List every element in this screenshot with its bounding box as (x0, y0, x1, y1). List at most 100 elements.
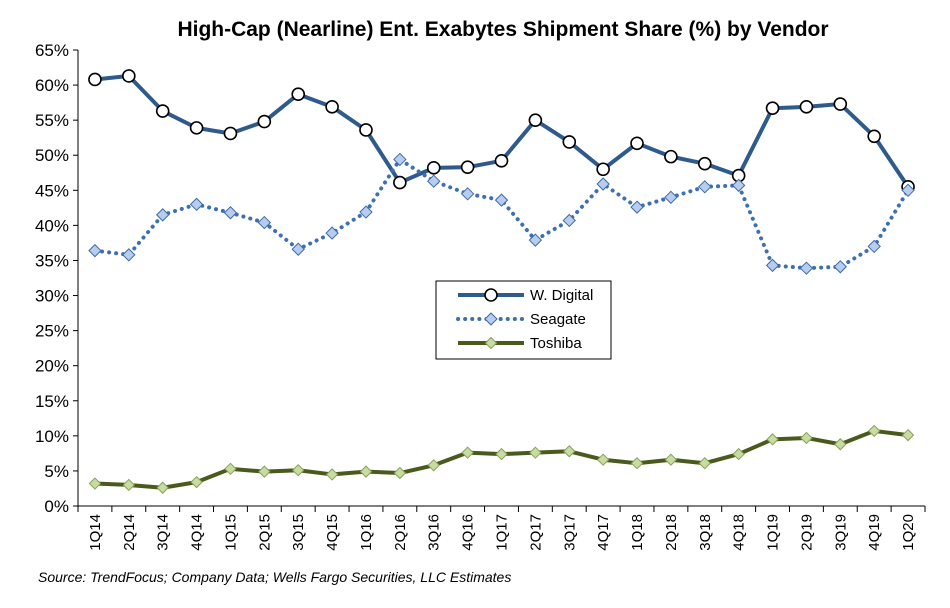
legend: W. Digital Seagate Toshiba (435, 280, 612, 360)
y-tick-label: 60% (35, 76, 69, 95)
x-tick-label: 2Q19 (798, 514, 815, 551)
data-point-toshiba (698, 456, 711, 470)
data-point-seagate (494, 193, 509, 207)
data-point-toshiba (596, 453, 610, 466)
x-tick-label: 4Q18 (731, 514, 748, 551)
x-tick-label: 1Q16 (358, 514, 375, 551)
data-point-toshiba (88, 477, 102, 490)
data-point-toshiba (427, 459, 440, 472)
data-point-toshiba (867, 424, 881, 438)
data-point-toshiba (800, 431, 813, 445)
data-point-seagate (88, 243, 102, 258)
x-tick-label: 1Q15 (222, 514, 239, 551)
data-point-seagate (765, 258, 780, 273)
y-tick-label: 5% (44, 462, 69, 481)
data-point-seagate (291, 242, 305, 256)
data-point-seagate (698, 180, 712, 194)
data-point-w-digital (88, 72, 102, 87)
data-point-toshiba (190, 475, 203, 489)
y-tick-label: 20% (35, 357, 69, 376)
x-tick-label: 1Q17 (494, 514, 511, 551)
data-point-toshiba (461, 446, 474, 459)
x-tick-label: 1Q19 (765, 514, 782, 551)
x-tick-label: 4Q14 (189, 514, 206, 551)
data-point-w-digital (122, 69, 136, 83)
data-point-w-digital (393, 175, 407, 190)
series-w-digital (88, 69, 915, 194)
series-toshiba (88, 424, 915, 494)
data-point-w-digital (494, 154, 509, 168)
data-point-toshiba (732, 447, 745, 461)
data-point-toshiba (359, 465, 373, 478)
data-point-toshiba (156, 481, 169, 494)
data-point-toshiba (529, 446, 542, 459)
data-point-w-digital (697, 156, 712, 171)
data-point-seagate (731, 178, 746, 193)
y-tick-label: 15% (35, 392, 69, 411)
data-point-toshiba (563, 445, 576, 458)
data-point-w-digital (867, 129, 881, 144)
data-point-toshiba (325, 468, 339, 481)
legend-marker-seagate (484, 312, 498, 326)
chart-title: High-Cap (Nearline) Ent. Exabytes Shipme… (177, 18, 828, 41)
data-point-seagate (528, 233, 543, 247)
data-point-seagate (562, 213, 576, 228)
x-tick-label: 1Q14 (87, 514, 104, 551)
x-tick-label: 4Q19 (866, 514, 883, 551)
data-point-seagate (596, 177, 610, 191)
data-point-toshiba (664, 453, 678, 466)
data-point-w-digital (528, 113, 543, 127)
source-note: Source: TrendFocus; Company Data; Wells … (38, 569, 511, 585)
data-point-w-digital (765, 101, 780, 116)
data-point-toshiba (901, 428, 915, 442)
legend-marker-toshiba (484, 336, 498, 350)
legend-label-w-digital: W. Digital (530, 287, 593, 304)
data-point-toshiba (766, 433, 779, 446)
data-point-toshiba (393, 466, 407, 480)
data-point-w-digital (799, 100, 814, 114)
data-point-seagate (630, 200, 644, 214)
data-point-w-digital (833, 97, 848, 111)
data-point-seagate (393, 152, 407, 167)
legend-label-toshiba: Toshiba (530, 335, 582, 352)
data-point-seagate (833, 260, 848, 274)
data-point-w-digital (460, 160, 475, 174)
series-layer (88, 69, 915, 494)
data-point-w-digital (291, 87, 306, 101)
series-line-seagate (92, 157, 911, 271)
data-point-seagate (325, 226, 339, 240)
y-tick-label: 10% (35, 427, 69, 446)
x-tick-label: 2Q17 (527, 514, 544, 551)
y-tick-label: 0% (44, 497, 69, 516)
data-point-seagate (359, 205, 373, 219)
data-point-seagate (664, 190, 678, 205)
y-tick-label: 35% (35, 251, 69, 270)
data-point-w-digital (189, 121, 204, 135)
x-tick-label: 3Q14 (155, 514, 172, 551)
data-point-toshiba (630, 456, 644, 470)
y-tick-label: 25% (35, 322, 69, 341)
data-point-toshiba (834, 438, 847, 451)
data-point-toshiba (122, 478, 136, 492)
x-tick-label: 3Q15 (290, 514, 307, 551)
data-point-w-digital (223, 126, 238, 141)
x-tick-label: 2Q15 (256, 514, 273, 551)
legend-label-seagate: Seagate (530, 311, 586, 328)
x-tick-label: 4Q16 (460, 514, 477, 551)
data-point-seagate (867, 239, 881, 254)
data-point-seagate (427, 174, 441, 188)
y-tick-label: 65% (35, 41, 69, 60)
data-point-toshiba (224, 462, 237, 476)
data-point-w-digital (664, 149, 678, 164)
data-point-seagate (122, 248, 136, 262)
data-point-w-digital (325, 100, 339, 114)
data-point-w-digital (359, 123, 373, 137)
series-seagate (88, 152, 915, 275)
x-tick-label: 3Q17 (561, 514, 578, 551)
data-point-seagate (901, 183, 915, 198)
y-tick-label: 50% (35, 146, 69, 165)
legend-marker-w-digital (484, 288, 498, 302)
data-point-w-digital (257, 114, 272, 129)
data-point-w-digital (155, 104, 170, 118)
y-tick-label: 55% (35, 111, 69, 130)
